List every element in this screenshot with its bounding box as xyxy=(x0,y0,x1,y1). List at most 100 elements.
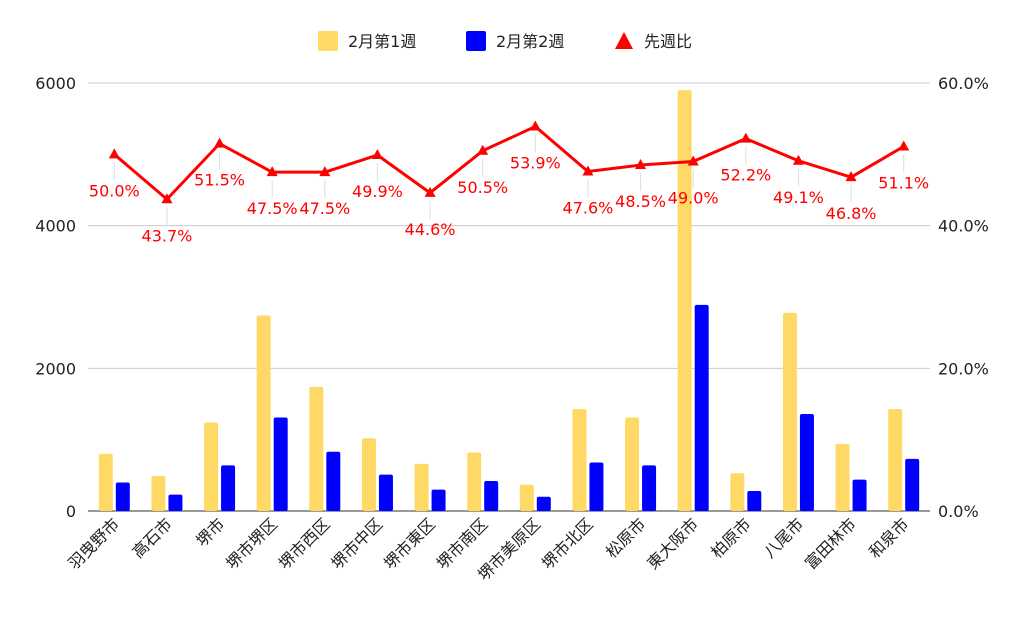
category-label: 堺市堺区 xyxy=(222,514,281,573)
ratio-data-label: 53.9% xyxy=(510,154,561,173)
bar xyxy=(431,489,446,511)
bar xyxy=(835,443,850,511)
bar xyxy=(642,465,657,511)
bar xyxy=(730,473,745,511)
bar xyxy=(782,312,797,511)
ratio-data-label: 51.5% xyxy=(194,171,245,190)
bar xyxy=(484,481,499,511)
bar xyxy=(694,304,709,511)
ratio-data-label: 49.0% xyxy=(668,188,719,207)
legend-item: 2月第2週 xyxy=(466,31,564,51)
bar xyxy=(115,482,130,511)
legend-swatch xyxy=(466,31,486,51)
triangle-marker xyxy=(319,166,331,177)
bar xyxy=(625,417,640,511)
ratio-data-label: 47.6% xyxy=(563,198,614,217)
triangle-marker xyxy=(529,120,541,131)
bar xyxy=(536,496,551,511)
right-tick-label: 20.0% xyxy=(938,359,989,378)
legend: 2月第1週 2月第2週 先週比 xyxy=(318,31,692,51)
category-label: 堺市 xyxy=(192,514,228,550)
category-label: 羽曳野市 xyxy=(64,514,123,573)
ratio-data-label: 49.9% xyxy=(352,182,403,201)
triangle-marker xyxy=(108,148,120,159)
category-label: 堺市中区 xyxy=(328,514,387,573)
bar xyxy=(204,422,219,511)
bar xyxy=(221,465,236,511)
data-labels: 50.0%43.7%51.5%47.5% 47.5%49.9%44.6%50.5%… xyxy=(89,154,929,246)
ratio-data-label: 49.1% xyxy=(773,188,824,207)
triangle-marker xyxy=(898,140,910,151)
bar xyxy=(519,484,534,511)
legend-label: 2月第2週 xyxy=(496,32,564,51)
category-label: 高石市 xyxy=(128,514,175,561)
bar xyxy=(309,386,324,511)
bar xyxy=(378,474,393,511)
legend-label: 先週比 xyxy=(644,32,692,51)
ratio-data-label: 47.5% xyxy=(247,199,298,218)
bar xyxy=(326,451,341,511)
legend-item: 先週比 xyxy=(615,32,692,51)
category-label: 東大阪市 xyxy=(643,514,702,573)
ratio-data-label: 44.6% xyxy=(405,220,456,239)
triangle-marker xyxy=(687,155,699,166)
triangle-marker xyxy=(371,149,383,160)
bar xyxy=(98,453,113,511)
bar xyxy=(747,491,762,511)
left-tick-label: 6000 xyxy=(35,74,76,93)
left-tick-label: 4000 xyxy=(35,217,76,236)
bar xyxy=(905,458,920,511)
ratio-line xyxy=(108,120,910,226)
left-tick-label: 0 xyxy=(66,502,76,521)
ratio-data-label: 48.5% xyxy=(615,192,666,211)
triangle-marker xyxy=(845,171,857,182)
right-tick-label: 0.0% xyxy=(938,502,979,521)
bar xyxy=(273,417,288,511)
ratio-data-label: 50.5% xyxy=(457,178,508,197)
bar xyxy=(414,463,429,511)
triangle-marker xyxy=(635,159,647,170)
ratio-data-label: 43.7% xyxy=(142,226,193,245)
category-label: 和泉市 xyxy=(865,514,912,561)
triangle-marker xyxy=(582,165,594,176)
right-tick-label: 60.0% xyxy=(938,74,989,93)
legend-triangle-icon xyxy=(615,32,633,49)
triangle-marker xyxy=(792,154,804,165)
triangle-marker xyxy=(740,132,752,143)
bars xyxy=(98,90,920,511)
bar xyxy=(151,476,166,511)
category-label: 松原市 xyxy=(602,514,649,561)
category-label: 堺市西区 xyxy=(275,514,334,573)
bar xyxy=(589,462,604,511)
bar xyxy=(677,90,692,511)
category-label: 柏原市 xyxy=(707,514,754,561)
left-tick-label: 2000 xyxy=(35,359,76,378)
ratio-data-label: 50.0% xyxy=(89,181,140,200)
bar xyxy=(168,494,183,511)
bar xyxy=(572,408,587,511)
bar xyxy=(256,315,271,511)
legend-item: 2月第1週 xyxy=(318,31,416,51)
bar xyxy=(799,413,814,511)
bar xyxy=(852,479,867,511)
category-label: 富田林市 xyxy=(801,514,860,573)
ratio-data-label: 51.1% xyxy=(878,173,929,192)
bar xyxy=(361,438,376,511)
category-label: 八尾市 xyxy=(760,514,807,561)
bar xyxy=(467,452,482,511)
ratio-data-label: 52.2% xyxy=(720,166,771,185)
triangle-marker xyxy=(161,193,173,204)
right-tick-label: 40.0% xyxy=(938,217,989,236)
ratio-line-path xyxy=(113,125,905,201)
triangle-marker xyxy=(214,137,226,148)
triangle-marker xyxy=(424,186,436,197)
legend-swatch xyxy=(318,31,338,51)
ratio-data-label: 46.8% xyxy=(826,204,877,223)
category-label: 堺市北区 xyxy=(538,514,597,573)
category-label: 堺市東区 xyxy=(380,514,439,573)
ratio-data-label: 47.5% xyxy=(299,199,350,218)
bar xyxy=(888,408,903,511)
triangle-marker xyxy=(266,166,278,177)
